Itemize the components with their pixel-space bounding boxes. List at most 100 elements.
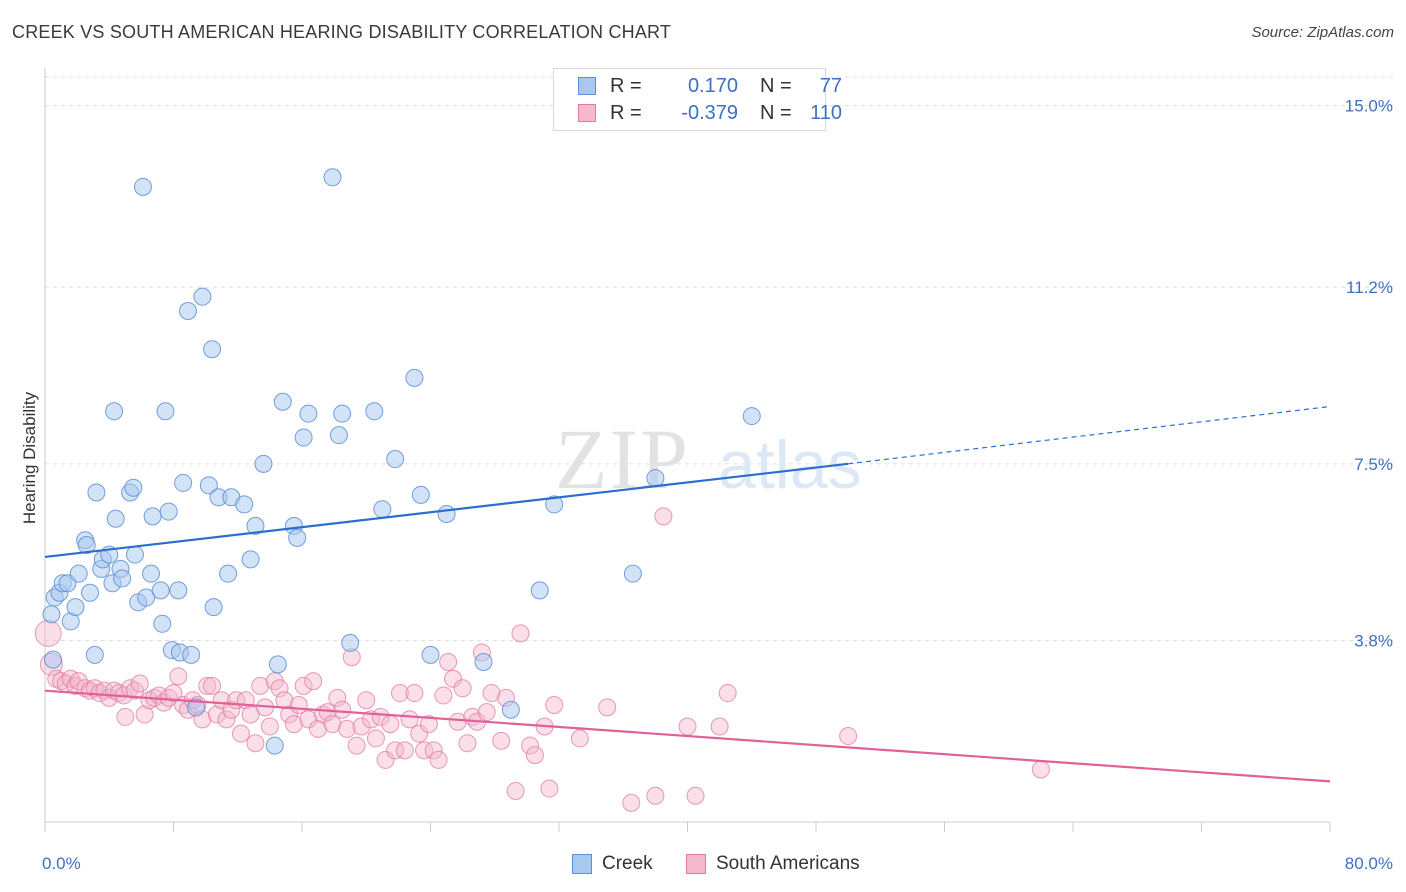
south-americans-point bbox=[477, 703, 496, 722]
south-americans-point bbox=[419, 715, 438, 734]
south-americans-point bbox=[386, 741, 405, 760]
south-americans-point bbox=[251, 676, 270, 695]
creek-swatch bbox=[578, 77, 596, 95]
creek-legend-swatch bbox=[572, 854, 592, 874]
south-americans-legend-swatch bbox=[686, 854, 706, 874]
south-americans-point bbox=[366, 729, 385, 748]
creek-point bbox=[174, 473, 193, 492]
south-americans-point bbox=[525, 746, 544, 765]
creek-r-value: 0.170 bbox=[687, 74, 738, 97]
creek-n-label: N = bbox=[760, 74, 792, 97]
creek-point bbox=[268, 655, 287, 674]
south-americans-point bbox=[304, 672, 323, 691]
south-americans-point bbox=[169, 667, 188, 686]
x-tick-labels: 0.0% 80.0% bbox=[42, 854, 1393, 873]
south-americans-point bbox=[839, 727, 858, 746]
creek-point bbox=[365, 402, 384, 421]
creek-point bbox=[265, 736, 284, 755]
creek-point bbox=[80, 583, 99, 602]
south-americans-point bbox=[482, 684, 501, 703]
south-americans-point bbox=[280, 705, 299, 724]
south-americans-point bbox=[222, 700, 241, 719]
bottom-legend-creek: Creek bbox=[572, 852, 653, 876]
creek-point bbox=[530, 581, 549, 600]
south-americans-point bbox=[270, 679, 289, 698]
creek-point bbox=[241, 550, 260, 569]
stats-legend: R = 0.170 N = 77 R = -0.379 N = 110 bbox=[553, 68, 842, 131]
chart-title: CREEK VS SOUTH AMERICAN HEARING DISABILI… bbox=[12, 22, 672, 42]
creek-point bbox=[323, 168, 342, 187]
y-tick-label: 15.0% bbox=[1345, 97, 1393, 116]
south-americans-point bbox=[337, 719, 356, 738]
y-tick-labels: 3.8% 7.5% 11.2% 15.0% bbox=[1345, 97, 1393, 651]
creek-point bbox=[69, 564, 88, 583]
creek-point bbox=[199, 476, 218, 495]
creek-point bbox=[386, 450, 405, 469]
south-americans-point bbox=[429, 750, 448, 769]
south-americans-point bbox=[371, 707, 390, 726]
creek-point bbox=[742, 407, 761, 426]
creek-point bbox=[421, 645, 440, 664]
creek-point bbox=[646, 469, 665, 488]
creek-point bbox=[106, 509, 125, 528]
south-americans-point bbox=[203, 676, 222, 695]
creek-point bbox=[329, 426, 348, 445]
south-americans-point bbox=[231, 724, 250, 743]
south-americans-point bbox=[198, 676, 217, 695]
south-americans-point bbox=[545, 695, 564, 714]
south-americans-point bbox=[275, 691, 294, 710]
watermark-zip: ZIP bbox=[555, 411, 690, 507]
x-tick-label: 80.0% bbox=[1345, 854, 1393, 873]
south-americans-point bbox=[511, 624, 530, 643]
south-americans-point bbox=[289, 695, 308, 714]
creek-point bbox=[113, 569, 132, 588]
creek-point bbox=[105, 402, 124, 421]
creek-point bbox=[405, 368, 424, 387]
south-americans-point bbox=[246, 734, 265, 753]
south-americans-point bbox=[458, 734, 477, 753]
south-americans-point bbox=[622, 793, 641, 812]
creek-point bbox=[373, 500, 392, 519]
creek-point bbox=[87, 483, 106, 502]
creek-point bbox=[623, 564, 642, 583]
south-americans-point bbox=[646, 786, 665, 805]
creek-point bbox=[143, 507, 162, 526]
creek-point bbox=[151, 581, 170, 600]
south-americans-point bbox=[415, 741, 434, 760]
creek-point bbox=[203, 340, 222, 359]
creek-point bbox=[411, 485, 430, 504]
south-americans-point bbox=[400, 710, 419, 729]
creek-point bbox=[142, 564, 161, 583]
south-americans-point bbox=[448, 712, 467, 731]
creek-point bbox=[294, 428, 313, 447]
sa-n-value: 110 bbox=[810, 101, 842, 124]
creek-point bbox=[193, 287, 212, 306]
south-americans-point bbox=[678, 717, 697, 736]
creek-trend-line bbox=[44, 462, 849, 559]
south-americans-point bbox=[439, 653, 458, 672]
creek-point bbox=[219, 564, 238, 583]
south-americans-point bbox=[347, 736, 366, 755]
south-americans-point bbox=[47, 669, 66, 688]
south-americans-point bbox=[284, 715, 303, 734]
sa-r-value: -0.379 bbox=[681, 101, 738, 124]
south-americans-point bbox=[521, 736, 540, 755]
south-americans-legend-label: South Americans bbox=[716, 853, 860, 874]
y-axis-label: Hearing Disability bbox=[20, 391, 39, 524]
legend-row-creek: R = 0.170 N = 77 bbox=[578, 74, 842, 98]
south-americans-point bbox=[140, 691, 159, 710]
creek-point bbox=[545, 495, 564, 514]
creek-point bbox=[182, 645, 201, 664]
south-americans-point bbox=[540, 779, 559, 798]
creek-point bbox=[501, 700, 520, 719]
south-americans-point bbox=[570, 729, 589, 748]
south-americans-point bbox=[357, 691, 376, 710]
south-americans-point bbox=[390, 684, 409, 703]
trend-lines bbox=[44, 405, 1331, 783]
south-americans-point bbox=[328, 688, 347, 707]
south-americans-point bbox=[718, 684, 737, 703]
creek-point bbox=[204, 598, 223, 617]
south-americans-point bbox=[381, 715, 400, 734]
creek-point bbox=[437, 504, 456, 523]
